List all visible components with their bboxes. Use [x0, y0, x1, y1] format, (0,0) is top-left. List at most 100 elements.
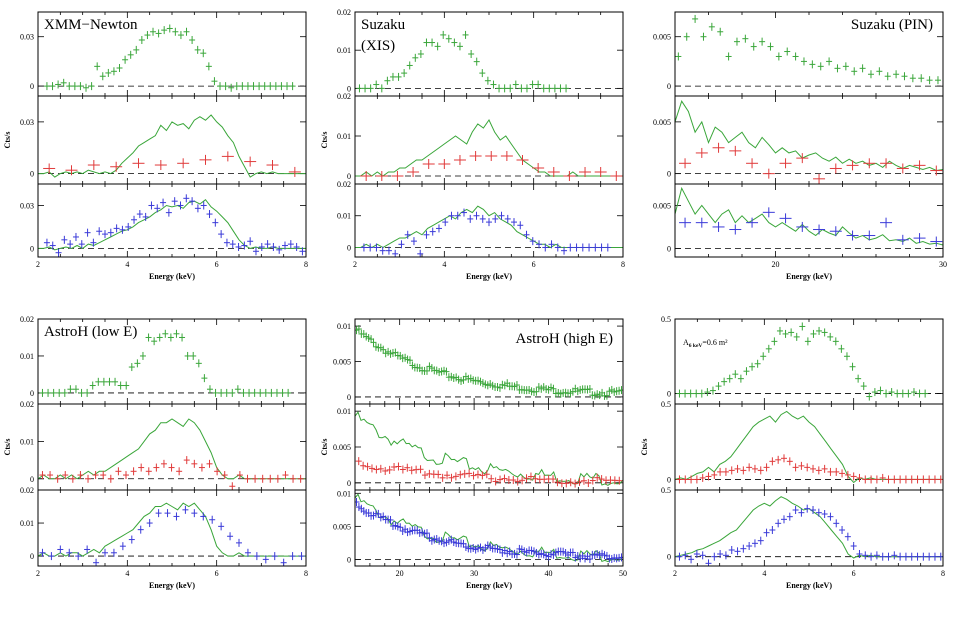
- data-point: [453, 155, 466, 165]
- x-axis-label: Energy (keV): [786, 272, 832, 281]
- data-point: [676, 552, 683, 561]
- data-point: [367, 84, 374, 93]
- data-point: [244, 548, 251, 557]
- data-point: [821, 464, 828, 473]
- data-point: [66, 548, 73, 557]
- data-point: [700, 32, 707, 41]
- y-tick-label: 0.005: [333, 443, 351, 452]
- data-point: [128, 535, 135, 544]
- data-point: [183, 27, 190, 36]
- data-point: [212, 218, 219, 227]
- chart-title: XMM−Newton: [44, 17, 138, 33]
- data-point: [250, 82, 257, 91]
- data-point: [201, 374, 208, 383]
- data-point: [750, 42, 757, 51]
- data-point: [190, 351, 197, 360]
- data-point: [891, 475, 898, 484]
- data-point: [112, 377, 119, 386]
- data-point: [271, 552, 278, 561]
- data-point: [434, 42, 441, 51]
- data-point: [69, 474, 76, 483]
- data-point: [62, 471, 69, 480]
- data-point: [687, 389, 694, 398]
- data-point: [107, 474, 114, 483]
- data-point: [200, 512, 207, 521]
- data-point: [468, 50, 475, 58]
- data-point: [462, 30, 469, 39]
- x-tick-label: 6: [532, 260, 536, 269]
- data-point: [775, 519, 782, 528]
- data-point: [212, 388, 219, 397]
- y-tick-label: 0.01: [337, 489, 351, 498]
- model-line: [675, 186, 943, 246]
- y-tick-label: 0.03: [20, 201, 34, 210]
- data-point: [93, 558, 100, 566]
- data-point: [733, 37, 740, 46]
- data-point: [116, 64, 123, 72]
- data-point: [49, 82, 56, 91]
- data-point: [189, 36, 196, 44]
- data-point: [406, 356, 413, 365]
- data-point: [934, 76, 941, 85]
- data-point: [355, 457, 362, 466]
- data-point: [682, 389, 689, 398]
- data-point: [297, 474, 304, 483]
- y-tick-label: 0.01: [337, 322, 351, 331]
- data-point: [448, 473, 455, 482]
- data-point: [209, 515, 216, 524]
- y-tick-label: 0.01: [20, 519, 34, 528]
- data-point: [83, 83, 90, 92]
- data-point: [775, 52, 782, 61]
- data-point: [356, 84, 363, 93]
- chart-title: AstroH (high E): [516, 331, 614, 347]
- data-point: [48, 552, 55, 561]
- data-point: [792, 506, 799, 514]
- data-point: [128, 363, 135, 372]
- data-point: [61, 235, 68, 244]
- data-point: [804, 463, 811, 472]
- panel-5-0: 00.5: [661, 315, 944, 405]
- data-point: [444, 471, 451, 480]
- panel-5-1: 00.5: [661, 400, 944, 491]
- data-point: [407, 167, 420, 177]
- data-point: [885, 475, 892, 484]
- data-point: [435, 224, 442, 233]
- data-point: [722, 467, 729, 476]
- data-point: [589, 476, 596, 485]
- data-point: [527, 472, 534, 481]
- data-point: [398, 240, 405, 249]
- data-point: [267, 82, 274, 91]
- data-point: [236, 471, 243, 480]
- y-tick-label: 0: [347, 393, 351, 402]
- data-point: [479, 69, 486, 78]
- data-point: [288, 166, 301, 177]
- data-point: [548, 240, 555, 249]
- series-group: [39, 329, 292, 397]
- data-point: [604, 243, 611, 252]
- series-group: [675, 100, 943, 184]
- data-point: [155, 29, 162, 38]
- data-point: [516, 155, 529, 165]
- data-point: [930, 236, 943, 247]
- data-point: [229, 482, 236, 490]
- y-tick-label: 0: [347, 555, 351, 564]
- data-point: [834, 64, 841, 73]
- data-point: [217, 82, 224, 91]
- data-point: [429, 227, 436, 236]
- data-point: [485, 151, 498, 161]
- data-point: [576, 477, 583, 486]
- data-point: [740, 466, 747, 475]
- y-tick-label: 0.02: [20, 400, 34, 409]
- data-point: [676, 389, 683, 398]
- data-point: [902, 552, 909, 561]
- data-point: [171, 197, 178, 206]
- data-point: [540, 84, 547, 93]
- data-point: [162, 329, 169, 338]
- data-point: [251, 388, 258, 397]
- data-point: [851, 67, 858, 76]
- data-point: [751, 539, 758, 548]
- data-point: [586, 385, 593, 394]
- data-point: [125, 222, 132, 231]
- data-point: [827, 467, 834, 476]
